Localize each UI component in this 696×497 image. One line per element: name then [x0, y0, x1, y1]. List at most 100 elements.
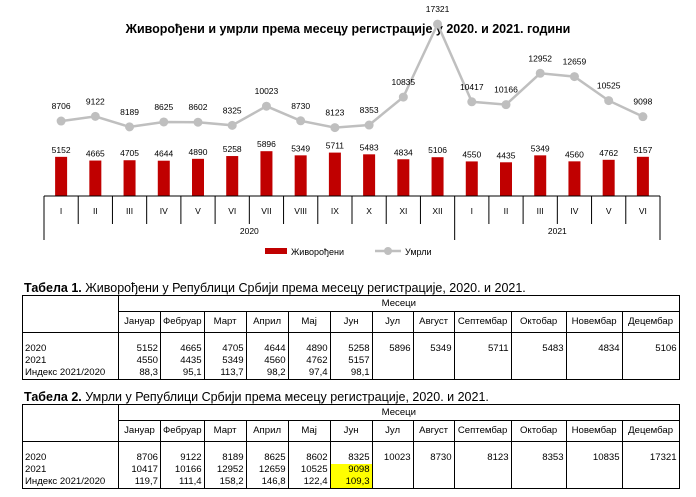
spacer-cell [203, 332, 247, 343]
month-header: Септембар [453, 420, 512, 442]
table-cell: 8625 [245, 452, 289, 464]
spacer-cell [22, 332, 119, 343]
deaths-point-9 [364, 120, 374, 130]
group-label-2020: 2020 [240, 226, 259, 236]
spacer-cell [412, 441, 455, 452]
deaths-point-8 [330, 123, 340, 133]
month-header: Октобар [510, 420, 567, 442]
deaths-label-13: 10166 [494, 85, 518, 95]
row-label: 2021 [22, 355, 119, 367]
deaths-label-7: 8730 [291, 101, 310, 111]
month-header: Новембар [565, 420, 623, 442]
table-cell: 9098 [329, 464, 373, 476]
spacer-cell [453, 441, 512, 452]
table-cell: 5349 [412, 343, 455, 355]
x-tick-label-2: III [126, 206, 133, 216]
row-label: Индекс 2021/2020 [22, 476, 119, 489]
table-cell [453, 476, 512, 489]
bar-11 [431, 157, 444, 196]
table2-title: Табела 2. Умрли у Републици Србији према… [24, 390, 489, 404]
table-cell: 8353 [510, 452, 567, 464]
deaths-point-12 [467, 97, 477, 107]
bar-label-3: 4644 [154, 149, 173, 159]
spacer-cell [565, 332, 623, 343]
table-cell: 5152 [118, 343, 161, 355]
table-cell: 5896 [371, 343, 414, 355]
table-cell: 5157 [329, 355, 373, 367]
x-tick-label-6: VII [261, 206, 271, 216]
table1: Месеци Јануар Фебруар Март Април Мај Јун Јул Авг… [22, 295, 680, 380]
spacer-cell [118, 332, 161, 343]
deaths-label-14: 12952 [528, 53, 552, 63]
table-cell: 5258 [329, 343, 373, 355]
bar-1 [89, 160, 102, 196]
x-tick-label-15: IV [570, 206, 578, 216]
bar-label-7: 5349 [291, 143, 310, 153]
table2-title-text: Умрли у Републици Србији према месецу ре… [81, 390, 489, 404]
bar-17 [636, 156, 649, 196]
month-header: Мај [287, 420, 331, 442]
table-cell [565, 355, 623, 367]
deaths-label-12: 10417 [460, 82, 484, 92]
spacer-cell [329, 332, 373, 343]
legend-label-births: Живорођени [291, 247, 344, 257]
table-cell: 88,3 [118, 367, 161, 380]
table-row: Индекс 2021/2020 88,3 95,1 113,7 98,2 97,4 98,… [22, 367, 680, 380]
table-cell [621, 464, 680, 476]
bar-13 [500, 162, 512, 196]
month-header: Мај [287, 311, 331, 333]
table-row: Индекс 2021/2020 119,7 111,4 158,2 146,8 122,… [22, 476, 680, 489]
table-cell: 12952 [203, 464, 247, 476]
spacer-cell [245, 441, 289, 452]
month-header: Август [412, 311, 455, 333]
corner-cell [22, 295, 119, 333]
table-cell [412, 355, 455, 367]
month-header: Фебруар [160, 311, 205, 333]
bar-14 [534, 155, 547, 196]
chart-title: Живорођени и умрли према месецу регистра… [125, 22, 571, 36]
deaths-label-5: 8325 [223, 105, 242, 115]
deaths-label-9: 8353 [360, 105, 379, 115]
bar-label-5: 5258 [223, 144, 242, 154]
table-cell: 4435 [160, 355, 205, 367]
x-tick-label-7: VIII [294, 206, 307, 216]
x-tick-label-12: I [471, 206, 473, 216]
table-cell [510, 367, 567, 380]
month-header: Децембар [621, 420, 680, 442]
spacer-cell [329, 441, 373, 452]
bar-label-6: 5896 [257, 139, 276, 149]
table-cell: 4762 [287, 355, 331, 367]
month-header: Април [245, 311, 289, 333]
table-cell: 12659 [245, 464, 289, 476]
deaths-label-1: 9122 [86, 96, 105, 106]
bar-6 [260, 151, 273, 196]
bar-label-13: 4435 [497, 150, 516, 160]
spacer-cell [621, 332, 680, 343]
bar-2 [123, 160, 136, 196]
table-cell: 5711 [453, 343, 512, 355]
deaths-label-4: 8602 [189, 102, 208, 112]
bar-label-10: 4834 [394, 147, 413, 157]
bar-label-14: 5349 [531, 143, 550, 153]
bar-0 [55, 156, 68, 196]
deaths-point-1 [90, 111, 100, 121]
table-cell [621, 367, 680, 380]
deaths-label-2: 8189 [120, 107, 139, 117]
bar-label-17: 5157 [633, 145, 652, 155]
x-tick-label-3: IV [160, 206, 168, 216]
table-cell: 109,3 [329, 476, 373, 489]
deaths-label-8: 8123 [325, 108, 344, 118]
table-cell: 4560 [245, 355, 289, 367]
legend-swatch-births [265, 248, 287, 254]
row-label: 2020 [22, 343, 119, 355]
deaths-label-6: 10023 [255, 86, 279, 96]
deaths-point-6 [261, 101, 271, 111]
table2-title-number: Табела 2. [24, 390, 82, 404]
month-header: Децембар [621, 311, 680, 333]
legend-swatch-deaths-marker [384, 247, 392, 255]
x-tick-label-9: X [366, 206, 372, 216]
x-tick-label-10: XI [399, 206, 407, 216]
table-cell [510, 355, 567, 367]
spacer-cell [565, 441, 623, 452]
table-cell: 119,7 [118, 476, 161, 489]
